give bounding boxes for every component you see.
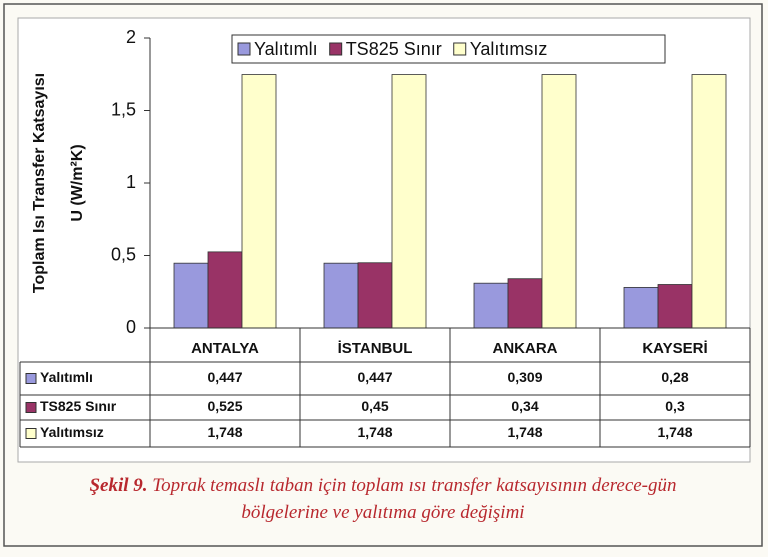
y-axis-label: Toplam Isı Transfer Katsayısı	[31, 73, 48, 293]
y-tick-label: 2	[126, 27, 136, 47]
caption: Şekil 9. Toprak temaslı taban için topla…	[89, 475, 676, 523]
legend-label: Yalıtımsız	[470, 39, 548, 59]
legend-box	[231, 34, 666, 64]
x-tick-label: KAYSERİ	[642, 340, 707, 357]
table-cell: 0,447	[357, 369, 392, 385]
table-cell: 0,34	[511, 398, 538, 414]
table-cell: 0,28	[661, 369, 688, 385]
legend-swatch	[329, 42, 343, 56]
x-tick-label: ANKARA	[493, 340, 558, 357]
y-axis-label: U (W/m²K)	[69, 144, 86, 221]
bar	[541, 74, 577, 329]
table-cell: 1,748	[207, 424, 242, 440]
bar	[207, 251, 243, 329]
legend: Yalıtımlı TS825 Sınır Yalıtımsız	[231, 34, 666, 64]
bar	[391, 74, 427, 329]
bar	[507, 278, 543, 329]
table-cell: 0,3	[665, 398, 685, 414]
table-cell: 0,309	[507, 369, 542, 385]
y-tick-label: 1	[126, 172, 136, 192]
chart-area	[17, 17, 751, 463]
table-cell: 1,748	[657, 424, 692, 440]
x-tick-label: ANTALYA	[191, 340, 259, 357]
bar	[323, 262, 359, 329]
table-row-label: TS825 Sınır	[40, 398, 117, 414]
legend-swatch	[453, 42, 467, 56]
legend-swatch	[237, 42, 251, 56]
bar	[657, 284, 693, 329]
x-tick-label: İSTANBUL	[338, 340, 413, 357]
table-cell: 0,447	[207, 369, 242, 385]
bar	[173, 262, 209, 329]
bar	[473, 282, 509, 329]
legend-label: TS825 Sınır	[346, 39, 442, 59]
caption-text: Toprak temaslı taban için toplam ısı tra…	[148, 475, 677, 496]
legend-label: Yalıtımlı	[254, 39, 318, 59]
table-cell: 0,45	[361, 398, 388, 414]
table-cell: 1,748	[357, 424, 392, 440]
legend-swatch	[25, 428, 37, 439]
bar	[357, 262, 393, 329]
table-row-label: Yalıtımsız	[40, 424, 104, 440]
y-tick-label: 0,5	[111, 244, 136, 264]
legend-swatch	[25, 373, 37, 384]
bar	[241, 74, 277, 329]
legend-swatch	[25, 402, 37, 413]
table-row-label: Yalıtımlı	[40, 369, 93, 385]
bar	[623, 286, 659, 329]
y-tick-label: 0	[126, 317, 136, 337]
y-tick-label: 1,5	[111, 99, 136, 119]
bar	[691, 74, 727, 329]
caption-text: bölgelerine ve yalıtıma göre değişimi	[241, 502, 524, 523]
table-cell: 0,525	[207, 398, 242, 414]
caption-label: Şekil 9.	[89, 475, 147, 496]
table-cell: 1,748	[507, 424, 542, 440]
